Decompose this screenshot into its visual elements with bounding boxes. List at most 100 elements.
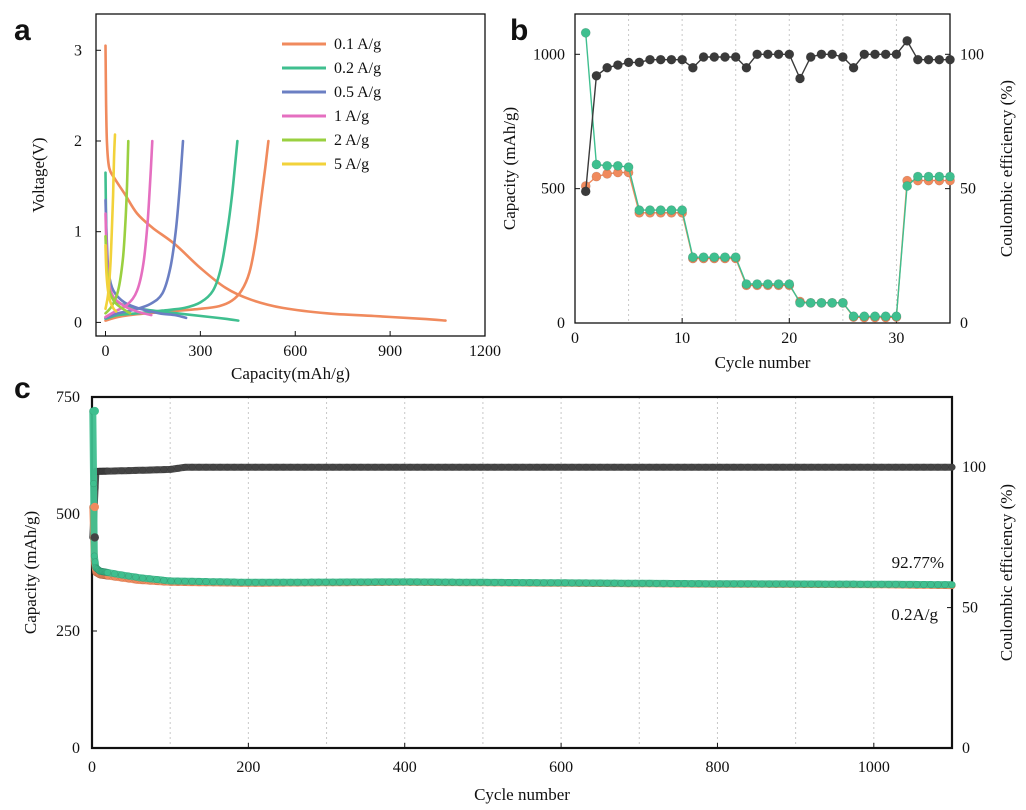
data-point-c — [596, 463, 604, 471]
data-point-c — [540, 579, 548, 587]
x-tick-label-a: 600 — [283, 343, 307, 360]
data-point-c — [864, 580, 872, 588]
y2-tick-label-c: 50 — [962, 600, 978, 617]
data-point-c — [434, 463, 442, 471]
data-point-c — [617, 579, 625, 587]
data-point-c — [800, 580, 808, 588]
data-point-c — [111, 570, 119, 578]
data-point-c — [920, 580, 928, 589]
data-point-c — [913, 463, 921, 471]
y-axis-label-c: Capacity (mAh/g) — [21, 511, 40, 634]
data-point-b — [709, 252, 720, 263]
plot-frame-b — [574, 13, 951, 324]
data-point-c — [244, 578, 252, 586]
data-point-b — [773, 49, 784, 60]
legend-label: 0.2 A/g — [334, 60, 381, 77]
data-point-c — [498, 578, 506, 586]
data-point-c — [343, 578, 351, 586]
data-point-c — [462, 463, 471, 471]
x-tick-label-b: 30 — [888, 330, 904, 347]
first-cycle-point-c — [90, 533, 99, 542]
data-point-c — [652, 463, 661, 471]
data-point-b — [623, 57, 634, 68]
data-point-b — [837, 297, 848, 308]
data-point-b — [591, 70, 602, 81]
data-point-c — [723, 580, 731, 588]
data-point-b — [859, 49, 870, 60]
data-point-c — [899, 463, 907, 471]
data-point-c — [786, 463, 794, 471]
data-point-c — [336, 463, 344, 471]
data-point-b — [934, 171, 945, 182]
current-density-annotation: 0.2A/g — [891, 605, 938, 624]
data-point-c — [828, 580, 836, 588]
data-point-c — [104, 467, 112, 475]
data-point-b — [741, 62, 752, 73]
data-point-c — [181, 463, 189, 471]
data-point-b — [805, 297, 816, 308]
data-point-b — [945, 171, 955, 182]
plot-frame-a — [95, 13, 486, 337]
data-point-b — [870, 49, 880, 60]
data-point-c — [477, 463, 485, 471]
data-point-c — [230, 578, 238, 586]
data-point-b — [752, 49, 763, 60]
x-axis-label-b: Cycle number — [715, 353, 811, 372]
x-tick-label-a: 300 — [188, 343, 212, 360]
data-point-c — [856, 580, 865, 588]
data-point-c — [174, 464, 182, 472]
data-point-c — [709, 463, 717, 471]
x-tick-label-b: 20 — [781, 330, 797, 347]
data-point-c — [91, 558, 99, 566]
data-point-c — [505, 463, 513, 471]
data-point-b — [623, 162, 634, 173]
data-point-c — [462, 578, 471, 586]
data-point-b — [720, 252, 730, 263]
data-point-b — [880, 311, 891, 322]
data-point-c — [265, 463, 274, 471]
data-point-c — [702, 580, 710, 588]
y2-axis-label-c: Coulombic efficiency (%) — [997, 484, 1016, 661]
long-cycling-chart: 0 200 400 600 800 1000 0 250 500 750 0 50 100 Cycle n… — [21, 389, 1016, 804]
data-point-b — [677, 205, 688, 216]
x-tick-label-c: 1000 — [858, 759, 890, 776]
data-point-c — [287, 463, 295, 471]
data-point-c — [631, 579, 639, 587]
y2-tick-label-c: 100 — [962, 459, 986, 476]
charge-curve — [104, 139, 185, 320]
data-point-c — [892, 580, 900, 588]
y2-axis-label-b: Coulombic efficiency (%) — [997, 80, 1016, 257]
data-point-c — [258, 578, 266, 586]
y-tick-label-b: 500 — [541, 181, 565, 198]
data-point-b — [848, 62, 859, 73]
data-point-b — [741, 279, 752, 289]
data-point-c — [167, 465, 175, 473]
data-point-c — [118, 467, 126, 475]
rate-performance-chart: 0 10 20 30 0 500 1000 0 50 100 Cycle number Capacit… — [500, 13, 1016, 372]
legend-label: 5 A/g — [334, 156, 369, 173]
data-point-c — [111, 467, 119, 475]
data-point-c — [547, 579, 555, 587]
panel-label-a: a — [14, 14, 31, 47]
data-point-b — [634, 205, 645, 216]
data-point-c — [427, 578, 435, 586]
data-point-b — [795, 73, 805, 84]
data-point-c — [610, 579, 618, 587]
data-point-c — [814, 463, 822, 471]
data-point-b — [709, 52, 720, 62]
data-point-c — [413, 578, 421, 586]
data-point-c — [216, 578, 224, 586]
data-point-c — [251, 578, 259, 586]
data-point-c — [582, 579, 590, 587]
x-tick-label-c: 600 — [549, 759, 573, 776]
data-point-c — [885, 463, 893, 471]
data-point-b — [687, 62, 698, 73]
data-point-c — [406, 578, 414, 586]
series-band-c — [89, 407, 956, 589]
data-point-c — [251, 463, 259, 471]
first-cycle-point-c — [90, 406, 99, 416]
data-point-c — [772, 463, 780, 471]
data-point-c — [287, 578, 295, 586]
data-point-b — [591, 159, 602, 170]
